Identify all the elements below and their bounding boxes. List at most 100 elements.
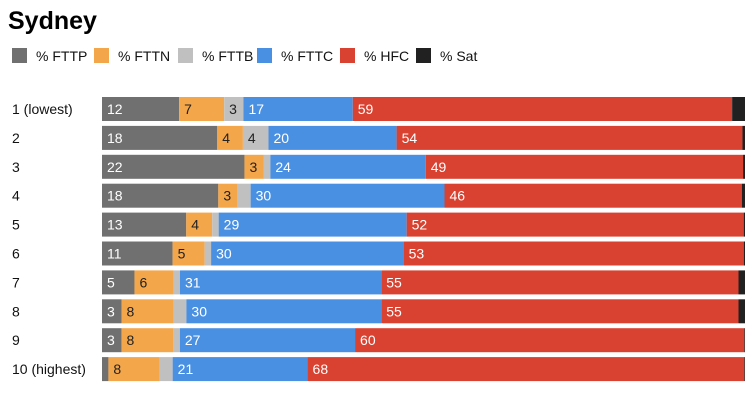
bar-segment	[159, 357, 173, 382]
legend-swatch	[340, 48, 355, 63]
category-label: 4	[12, 188, 20, 204]
bar-segment	[396, 125, 743, 150]
data-label: 18	[107, 188, 123, 204]
data-label: 5	[178, 246, 186, 262]
bar-segment	[743, 212, 745, 237]
category-label: 6	[12, 246, 20, 262]
data-label: 3	[107, 303, 115, 319]
bar-segment	[102, 97, 180, 121]
bar-segment	[102, 241, 173, 266]
legend-swatch	[12, 48, 27, 63]
bar-segment	[172, 357, 308, 382]
bar-segment	[307, 357, 745, 382]
bar-segment	[102, 357, 109, 382]
data-label: 17	[248, 101, 264, 117]
bar-segment	[250, 183, 445, 208]
bar-segment	[204, 241, 212, 266]
data-label: 12	[107, 101, 123, 117]
data-label: 60	[360, 332, 376, 348]
legend-label: % HFC	[364, 48, 410, 64]
category-label: 7	[12, 274, 20, 290]
bar-segment	[352, 97, 733, 121]
bar-segment	[403, 241, 744, 266]
data-label: 3	[249, 159, 257, 175]
bar-segment	[242, 125, 269, 150]
bar-segment	[743, 154, 745, 179]
bar-segment	[173, 270, 180, 295]
bar-segment	[102, 212, 187, 237]
bar-segment	[172, 241, 205, 266]
bar-segment	[381, 270, 739, 295]
category-label: 8	[12, 303, 20, 319]
bar-segment	[218, 183, 238, 208]
bar-segment	[173, 328, 180, 353]
bar-segment	[270, 154, 426, 179]
data-label: 3	[107, 332, 115, 348]
bar-segment	[186, 299, 382, 324]
data-label: 30	[191, 303, 207, 319]
category-label: 10 (highest)	[12, 361, 86, 377]
data-label: 31	[185, 274, 201, 290]
data-label: 24	[275, 159, 291, 175]
data-label: 8	[126, 332, 134, 348]
data-label: 49	[431, 159, 447, 175]
data-label: 55	[386, 303, 402, 319]
bar-segment	[406, 212, 744, 237]
legend-label: % FTTN	[118, 48, 171, 64]
category-label: 1 (lowest)	[12, 101, 73, 117]
legend-label: % FTTC	[281, 48, 334, 64]
bar-segment	[744, 357, 745, 382]
bar-segment	[102, 183, 219, 208]
data-label: 4	[248, 130, 256, 146]
bar-segment	[742, 125, 745, 150]
bar-segment	[102, 270, 135, 295]
bar-segment	[381, 299, 739, 324]
legend-swatch	[416, 48, 431, 63]
bar-segment	[186, 212, 213, 237]
data-label: 18	[107, 130, 123, 146]
data-label: 3	[229, 101, 237, 117]
bar-segment	[743, 241, 745, 266]
data-label: 11	[107, 246, 122, 262]
bar-segment	[108, 357, 160, 382]
data-label: 27	[185, 332, 201, 348]
data-label: 22	[107, 159, 123, 175]
bar-segment	[738, 270, 745, 295]
bar-segment	[224, 97, 244, 121]
data-label: 5	[107, 274, 115, 290]
data-label: 68	[313, 361, 329, 377]
data-label: 55	[386, 274, 402, 290]
bar-segment	[102, 154, 245, 179]
legend-label: % Sat	[440, 48, 478, 64]
bar-segment	[179, 328, 356, 353]
chart-title: Sydney	[8, 7, 97, 35]
data-label: 53	[409, 246, 425, 262]
bar-segment	[732, 97, 745, 121]
bar-segment	[243, 97, 353, 121]
bar-segment	[121, 299, 174, 324]
category-label: 2	[12, 130, 20, 146]
legend-swatch	[257, 48, 272, 63]
bar-segment	[102, 299, 122, 324]
data-label: 52	[412, 217, 428, 233]
data-label: 30	[256, 188, 272, 204]
data-label: 4	[222, 130, 230, 146]
bar-segment	[744, 328, 745, 353]
bar-segment	[212, 212, 219, 237]
bar-segment	[173, 299, 187, 324]
bar-segment	[263, 154, 271, 179]
data-label: 8	[113, 361, 121, 377]
bar-segment	[425, 154, 744, 179]
data-label: 30	[216, 246, 232, 262]
data-label: 29	[224, 217, 240, 233]
data-label: 7	[184, 101, 192, 117]
bar-segment	[355, 328, 745, 353]
data-label: 13	[107, 217, 123, 233]
bar-segment	[218, 212, 407, 237]
bar-segment	[134, 270, 174, 295]
bar-segment	[444, 183, 742, 208]
bar-segment	[179, 97, 225, 121]
legend-swatch	[94, 48, 109, 63]
data-label: 54	[402, 130, 418, 146]
